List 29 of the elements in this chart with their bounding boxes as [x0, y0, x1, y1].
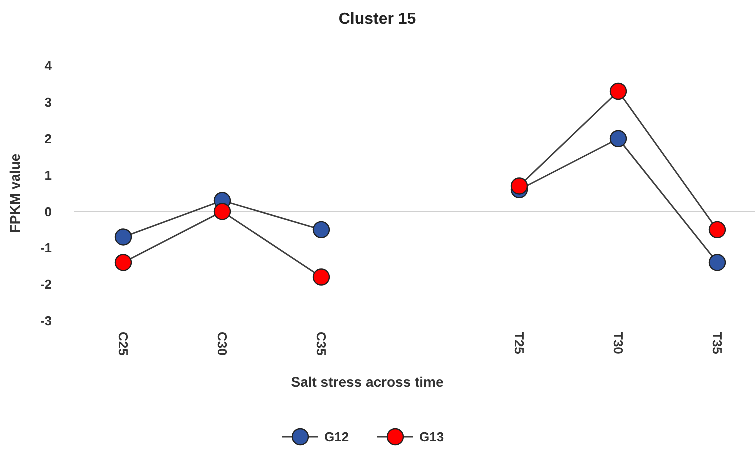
x-tick-label: T30 — [610, 332, 626, 354]
legend-label: G12 — [324, 430, 350, 445]
y-tick-label: 1 — [44, 168, 52, 183]
y-tick-label: 0 — [44, 204, 52, 220]
point — [708, 221, 726, 239]
chart-title: Cluster 15 — [338, 11, 416, 28]
y-tick-label: 4 — [44, 58, 53, 74]
point — [114, 228, 132, 246]
y-axis-title: FPKM value — [7, 154, 23, 234]
point — [610, 82, 628, 100]
y-tick-label: -1 — [40, 240, 52, 256]
x-tick-label: C25 — [116, 332, 131, 356]
point — [610, 130, 628, 148]
x-tick-label: C30 — [214, 332, 230, 356]
x-tick-label: T25 — [512, 332, 527, 354]
x-tick-label: T35 — [710, 332, 725, 354]
point — [114, 254, 132, 272]
legend-label: G13 — [420, 430, 444, 445]
x-tick-label: C35 — [314, 332, 329, 356]
point — [708, 254, 726, 272]
y-tick-label: -2 — [40, 277, 52, 292]
x-axis-title: Salt stress across time — [291, 374, 444, 390]
point — [312, 268, 330, 286]
y-tick-label: 2 — [44, 131, 52, 146]
point — [510, 178, 528, 195]
point — [214, 203, 232, 220]
y-tick-label: -3 — [40, 314, 52, 329]
point — [312, 221, 330, 239]
y-tick-label: 3 — [44, 94, 52, 110]
